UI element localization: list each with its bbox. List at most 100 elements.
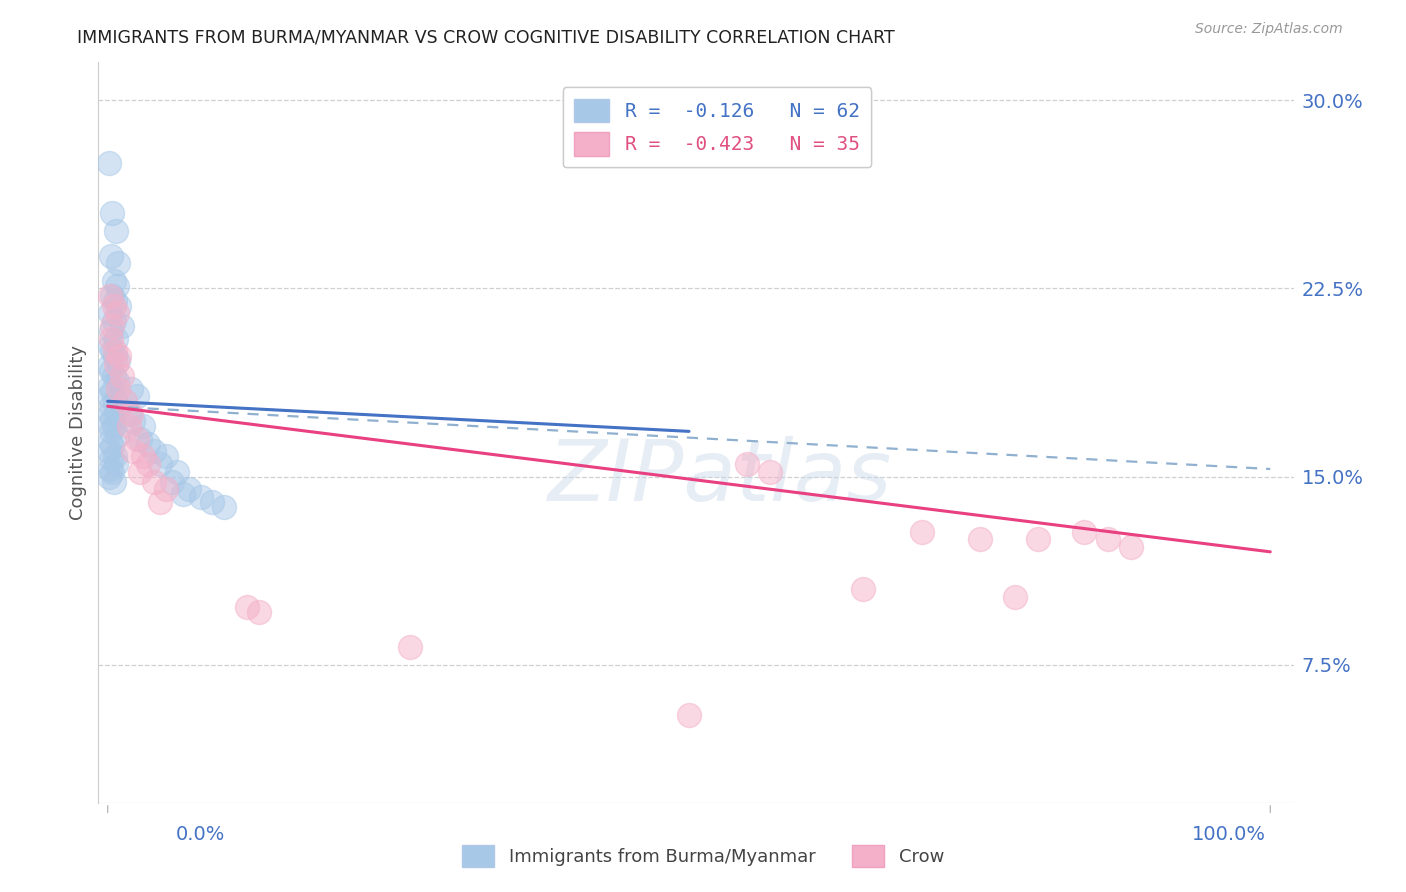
- Point: [1026, 533, 1049, 547]
- Point: [678, 708, 700, 723]
- Point: [97, 156, 120, 170]
- Point: [101, 206, 124, 220]
- Legend: Immigrants from Burma/Myanmar, Crow: Immigrants from Burma/Myanmar, Crow: [454, 838, 952, 874]
- Point: [236, 600, 259, 615]
- Text: 100.0%: 100.0%: [1191, 824, 1265, 844]
- Point: [138, 437, 160, 451]
- Point: [104, 394, 127, 409]
- Text: 0.0%: 0.0%: [176, 824, 225, 844]
- Point: [104, 357, 127, 371]
- Point: [105, 278, 128, 293]
- Point: [97, 389, 120, 403]
- Point: [100, 249, 122, 263]
- Point: [131, 450, 153, 464]
- Point: [399, 640, 422, 655]
- Point: [103, 419, 125, 434]
- Point: [190, 490, 212, 504]
- Point: [101, 318, 124, 333]
- Point: [143, 475, 166, 489]
- Point: [104, 293, 127, 308]
- Point: [125, 389, 148, 403]
- Point: [104, 457, 127, 471]
- Point: [97, 444, 120, 458]
- Point: [104, 224, 127, 238]
- Point: [100, 324, 122, 338]
- Point: [201, 494, 224, 508]
- Point: [101, 344, 124, 359]
- Point: [98, 339, 121, 353]
- Point: [111, 369, 134, 384]
- Point: [107, 256, 129, 270]
- Point: [101, 384, 124, 399]
- Point: [117, 419, 139, 434]
- Point: [120, 407, 142, 421]
- Point: [104, 344, 127, 359]
- Point: [98, 289, 121, 303]
- Point: [114, 394, 136, 409]
- Point: [103, 314, 125, 328]
- Point: [103, 274, 125, 288]
- Point: [104, 331, 127, 345]
- Y-axis label: Cognitive Disability: Cognitive Disability: [69, 345, 87, 520]
- Point: [160, 475, 183, 489]
- Point: [98, 434, 121, 449]
- Point: [1073, 524, 1095, 539]
- Point: [100, 452, 122, 467]
- Point: [105, 306, 128, 320]
- Point: [100, 399, 122, 413]
- Point: [104, 404, 127, 418]
- Legend: R =  -0.126   N = 62, R =  -0.423   N = 35: R = -0.126 N = 62, R = -0.423 N = 35: [562, 87, 872, 168]
- Point: [247, 605, 270, 619]
- Point: [910, 524, 932, 539]
- Text: Source: ZipAtlas.com: Source: ZipAtlas.com: [1195, 22, 1343, 37]
- Point: [735, 457, 758, 471]
- Point: [100, 331, 122, 345]
- Point: [103, 299, 125, 313]
- Point: [100, 425, 122, 439]
- Point: [138, 457, 160, 471]
- Point: [105, 374, 128, 388]
- Point: [104, 450, 127, 464]
- Point: [98, 462, 121, 476]
- Point: [129, 432, 152, 446]
- Point: [105, 429, 128, 443]
- Point: [166, 465, 188, 479]
- Point: [111, 318, 134, 333]
- Point: [149, 457, 172, 471]
- Point: [155, 450, 177, 464]
- Point: [212, 500, 235, 514]
- Point: [107, 382, 129, 396]
- Point: [120, 382, 142, 396]
- Point: [98, 306, 121, 320]
- Text: IMMIGRANTS FROM BURMA/MYANMAR VS CROW COGNITIVE DISABILITY CORRELATION CHART: IMMIGRANTS FROM BURMA/MYANMAR VS CROW CO…: [77, 29, 896, 46]
- Point: [177, 482, 200, 496]
- Point: [852, 582, 875, 597]
- Point: [969, 533, 991, 547]
- Point: [759, 465, 782, 479]
- Point: [103, 369, 125, 384]
- Point: [108, 299, 131, 313]
- Point: [97, 359, 120, 373]
- Point: [1004, 590, 1026, 604]
- Point: [98, 407, 121, 421]
- Point: [98, 379, 121, 393]
- Point: [101, 412, 124, 426]
- Point: [131, 419, 153, 434]
- Point: [97, 469, 120, 483]
- Point: [97, 417, 120, 431]
- Point: [117, 407, 139, 421]
- Point: [122, 414, 145, 428]
- Point: [149, 494, 172, 508]
- Point: [100, 364, 122, 378]
- Text: ZIPatlas: ZIPatlas: [548, 435, 891, 518]
- Point: [108, 349, 131, 363]
- Point: [172, 487, 194, 501]
- Point: [101, 439, 124, 453]
- Point: [143, 444, 166, 458]
- Point: [1097, 533, 1119, 547]
- Point: [122, 444, 145, 458]
- Point: [104, 349, 127, 363]
- Point: [107, 354, 129, 368]
- Point: [101, 465, 124, 479]
- Point: [125, 432, 148, 446]
